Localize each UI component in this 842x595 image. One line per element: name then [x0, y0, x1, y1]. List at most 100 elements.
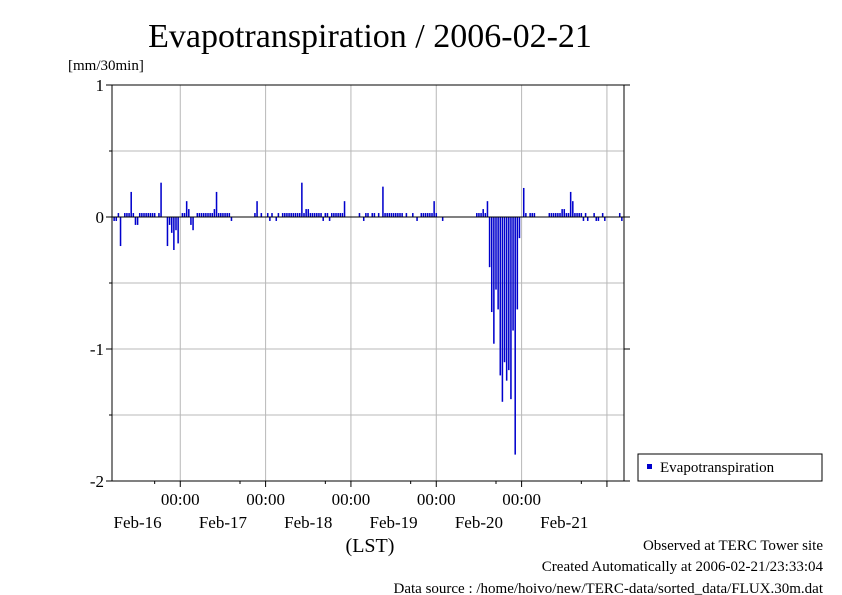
- bar: [130, 191, 132, 217]
- bar: [557, 213, 559, 217]
- bar: [429, 213, 431, 217]
- bar: [431, 213, 433, 217]
- bar: [168, 217, 171, 225]
- bar: [177, 217, 179, 244]
- bar: [525, 213, 527, 217]
- bar: [510, 217, 512, 400]
- bar: [412, 213, 414, 217]
- bar: [478, 213, 480, 217]
- x-axis-label: (LST): [346, 535, 395, 557]
- bar: [313, 213, 316, 217]
- bar: [621, 217, 623, 221]
- bar: [284, 213, 286, 217]
- bar: [390, 213, 393, 217]
- bar: [422, 213, 425, 217]
- bar: [266, 213, 269, 217]
- bar: [298, 213, 301, 217]
- bar: [397, 213, 399, 217]
- bar: [488, 217, 491, 268]
- bar: [486, 201, 489, 217]
- bar: [254, 213, 256, 217]
- bar: [569, 191, 572, 217]
- bar: [303, 213, 305, 217]
- bar: [337, 213, 339, 217]
- footer-created: Created Automatically at 2006-02-21/23:3…: [542, 559, 824, 575]
- bar: [220, 213, 222, 217]
- bar: [200, 213, 203, 217]
- bar: [260, 213, 263, 217]
- bar: [211, 213, 214, 217]
- bar: [550, 213, 553, 217]
- bar: [529, 213, 531, 217]
- bar: [484, 213, 487, 217]
- bar: [576, 213, 578, 217]
- bar: [136, 217, 139, 225]
- bar: [522, 187, 525, 217]
- bar: [222, 213, 224, 217]
- bar: [138, 213, 141, 217]
- bar: [292, 213, 295, 217]
- bar: [373, 213, 376, 217]
- bar: [202, 213, 205, 217]
- bar: [296, 213, 299, 217]
- bar: [320, 213, 322, 217]
- bar: [224, 213, 226, 217]
- bar: [604, 217, 606, 221]
- bar: [141, 213, 143, 217]
- x-tick-date-label: Feb-19: [370, 513, 418, 532]
- bar: [271, 213, 273, 217]
- bar: [482, 209, 484, 217]
- x-tick-date-label: Feb-18: [284, 513, 332, 532]
- bar: [215, 191, 218, 217]
- bar: [205, 213, 207, 217]
- bar: [618, 213, 621, 217]
- grid-lines: [112, 85, 624, 481]
- bar: [134, 217, 137, 225]
- bar: [367, 213, 369, 217]
- bar: [572, 201, 574, 217]
- bar: [371, 213, 374, 217]
- bar: [185, 201, 188, 217]
- bar: [362, 217, 365, 221]
- bar: [512, 217, 514, 331]
- bar: [328, 217, 331, 221]
- legend-box: [637, 453, 823, 482]
- bar: [277, 213, 280, 217]
- bar: [309, 213, 312, 217]
- bar: [490, 217, 493, 313]
- bar: [505, 217, 508, 381]
- series-evapotranspiration: [113, 182, 623, 455]
- bar: [269, 217, 271, 221]
- bar: [181, 213, 184, 217]
- bar: [288, 213, 290, 217]
- footer-source: Data source : /home/hoivo/new/TERC-data/…: [394, 581, 824, 595]
- y-axis-ticks: 1 0 -1 -2: [90, 76, 630, 491]
- bar: [322, 217, 324, 221]
- bar: [565, 213, 568, 217]
- bar: [301, 182, 303, 217]
- bar: [119, 217, 122, 247]
- bar: [561, 209, 563, 217]
- bar: [198, 213, 201, 217]
- x-tick-date-label: Feb-21: [540, 513, 588, 532]
- bar: [531, 213, 534, 217]
- bar: [388, 213, 391, 217]
- x-tick-time-label: 00:00: [417, 490, 456, 509]
- bar: [503, 217, 506, 363]
- x-tick-time-label: 00:00: [332, 490, 371, 509]
- bar: [552, 213, 555, 217]
- bar: [514, 217, 516, 455]
- bar: [495, 217, 497, 290]
- y-tick-label: 1: [96, 76, 105, 95]
- bar: [480, 213, 482, 217]
- bar: [516, 217, 519, 310]
- bar: [420, 213, 423, 217]
- bar: [326, 213, 329, 217]
- bar: [324, 213, 327, 217]
- bar: [228, 213, 231, 217]
- y-axis-unit-label: [mm/30min]: [68, 58, 144, 74]
- bar: [335, 213, 337, 217]
- bar: [147, 213, 150, 217]
- x-axis-ticks: 00:00Feb-1600:00Feb-1700:00Feb-1800:00Fe…: [114, 481, 608, 532]
